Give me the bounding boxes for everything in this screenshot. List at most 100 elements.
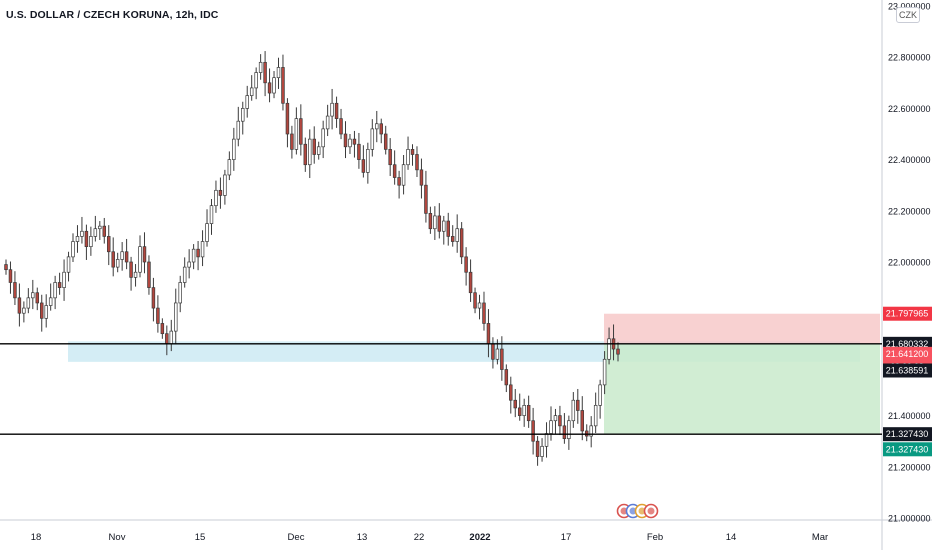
candle-body <box>379 123 383 135</box>
candle-body <box>200 241 205 258</box>
candle-body <box>80 230 84 237</box>
price-badge-text-level: 21.680332 <box>886 339 929 349</box>
candle-body <box>13 282 17 299</box>
candle-body <box>294 118 299 150</box>
candle-body <box>437 215 442 232</box>
candle-body <box>249 87 254 96</box>
candle-body <box>241 108 245 122</box>
candle-body <box>93 228 98 237</box>
candle-body <box>473 292 477 309</box>
candle-body <box>526 405 531 422</box>
candle-body <box>553 415 558 422</box>
candle-body <box>504 369 509 386</box>
y-tick-label: 22.200000 <box>888 206 931 216</box>
candle-body <box>205 223 209 242</box>
chart-title: U.S. DOLLAR / CZECH KORUNA, 12h, IDC <box>6 9 219 21</box>
x-tick-label: 17 <box>561 532 572 543</box>
candle-body <box>558 415 562 427</box>
candle-body <box>267 82 272 94</box>
candle-body <box>540 445 544 457</box>
candle-body <box>495 348 500 360</box>
candle-body <box>598 384 602 406</box>
economic-event-icon-core <box>629 507 637 515</box>
candle-body <box>281 67 285 104</box>
candle-body <box>8 269 13 283</box>
stop-loss-zone[interactable] <box>604 313 880 344</box>
candle-body <box>607 338 611 360</box>
candle-body <box>254 72 258 89</box>
price-badge-entry2 <box>883 363 932 378</box>
candle-body <box>339 118 343 135</box>
candle-body <box>151 287 156 309</box>
candle-body <box>352 138 357 145</box>
candle-body <box>513 399 517 409</box>
candle-body <box>89 236 93 247</box>
candle-body <box>312 138 316 155</box>
x-tick-label: 22 <box>414 532 425 543</box>
y-tick-label: 21.200000 <box>888 462 931 472</box>
x-tick-label: 14 <box>726 532 737 543</box>
candle-body <box>419 169 424 186</box>
candle-body <box>580 410 584 432</box>
candle-body <box>428 213 433 230</box>
candle-body <box>191 248 196 263</box>
currency-button[interactable]: CZK <box>896 7 920 23</box>
x-tick-label: Feb <box>647 532 663 543</box>
candle-body <box>616 348 620 355</box>
candle-body <box>156 307 160 324</box>
candle-body <box>218 189 223 196</box>
candle-body <box>468 271 473 294</box>
candle-body <box>258 61 263 73</box>
candle-body <box>129 261 133 278</box>
candle-body <box>535 440 540 457</box>
x-tick-label: 18 <box>31 532 42 543</box>
take-profit-zone[interactable] <box>604 343 880 435</box>
candle-body <box>334 102 339 119</box>
candle-body <box>26 297 31 309</box>
x-tick-label: 13 <box>357 532 368 543</box>
candle-body <box>442 220 446 232</box>
candle-body <box>517 407 522 416</box>
price-badge-stop <box>883 306 932 321</box>
candle-body <box>415 154 419 171</box>
y-tick-label: 22.600000 <box>888 104 931 114</box>
candle-body <box>272 77 276 94</box>
candle-body <box>209 205 214 224</box>
economic-event-icon-core <box>638 507 646 515</box>
candle-body <box>169 330 174 345</box>
candle-body <box>482 302 486 324</box>
candle-body <box>165 333 169 345</box>
candle-body <box>214 189 218 207</box>
candle-body <box>35 292 40 304</box>
candle-body <box>57 282 62 288</box>
x-tick-label: Dec <box>288 532 305 543</box>
candle-body <box>370 128 375 150</box>
candle-body <box>531 420 535 442</box>
candle-body <box>486 323 491 345</box>
candle-body <box>111 251 115 268</box>
candle-body <box>236 120 241 140</box>
candle-body <box>567 420 571 439</box>
candle-body <box>22 307 26 314</box>
candle-body <box>366 149 370 173</box>
candle-body <box>4 264 8 271</box>
candle-body <box>196 248 200 258</box>
candle-body <box>227 159 232 176</box>
candle-body <box>522 405 526 416</box>
candle-body <box>410 149 415 155</box>
candle-body <box>343 133 348 148</box>
candle-body <box>321 128 325 148</box>
candle-body <box>138 246 142 273</box>
candle-body <box>562 425 567 439</box>
y-tick-label: 22.000000 <box>888 258 931 268</box>
candle-body <box>330 102 334 117</box>
candle-body <box>455 228 459 242</box>
candle-body <box>593 405 598 427</box>
candle-body <box>178 282 182 304</box>
candle-body <box>303 143 308 166</box>
candle-body <box>357 143 361 160</box>
candle-body <box>147 261 151 288</box>
candle-body <box>285 102 290 135</box>
